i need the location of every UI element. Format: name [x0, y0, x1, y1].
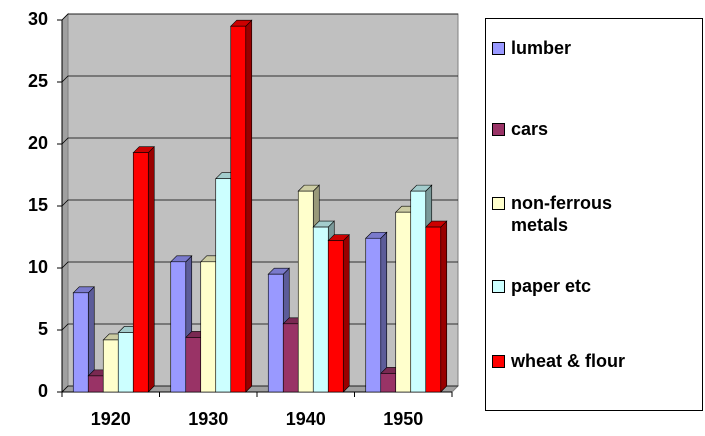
bar-front	[395, 211, 412, 393]
grid-line	[61, 13, 458, 21]
legend-item: cars	[492, 118, 702, 140]
y-tick-label: 20	[28, 133, 48, 153]
bar-front	[230, 25, 247, 393]
legend-item: wheat & flour	[492, 350, 702, 372]
bar-side	[440, 220, 448, 393]
grid-line	[61, 137, 458, 145]
bar	[132, 145, 155, 393]
legend-item: paper etc	[492, 275, 702, 297]
legend-label: cars	[511, 119, 549, 139]
bar-front	[380, 373, 397, 393]
x-tick-label: 1930	[188, 409, 228, 429]
legend-item: lumber	[492, 37, 702, 59]
y-tick-label: 25	[28, 71, 48, 91]
x-tick-label: 1940	[286, 409, 326, 429]
grid-line	[61, 199, 458, 207]
bar	[327, 233, 350, 393]
y-tick-label: 30	[28, 9, 48, 29]
bar-front	[87, 375, 104, 393]
bar-front	[297, 190, 314, 393]
bar-front	[410, 190, 427, 393]
bar-front	[72, 292, 89, 393]
y-tick-label: 15	[28, 195, 48, 215]
bar-side	[245, 19, 253, 393]
x-tick-label: 1920	[91, 409, 131, 429]
legend: lumber cars non-ferrous metals paper etc whe…	[485, 18, 703, 411]
bar-front	[102, 339, 119, 393]
bar-front	[282, 323, 299, 393]
bar-side	[342, 233, 350, 393]
legend-label: non-ferrous metals	[511, 193, 612, 235]
bar	[365, 231, 388, 393]
x-tick-label: 1950	[383, 409, 423, 429]
legend-item: non-ferrous metals	[492, 192, 702, 236]
y-tick-label: 5	[38, 319, 48, 339]
bar-front	[327, 240, 344, 393]
bar-front	[425, 226, 442, 393]
bar-front	[267, 273, 284, 393]
bar-front	[200, 261, 217, 393]
legend-swatch	[492, 280, 505, 293]
bar-front	[365, 237, 382, 393]
bar	[230, 19, 253, 393]
bar-side	[147, 145, 155, 393]
grid-line	[61, 75, 458, 83]
legend-label: wheat & flour	[511, 351, 626, 371]
legend-swatch	[492, 197, 505, 210]
bar-front	[117, 332, 134, 393]
bar-front	[185, 337, 202, 393]
y-tick-label: 0	[38, 381, 48, 401]
legend-swatch	[492, 42, 505, 55]
bar-front	[312, 226, 329, 393]
bar-front	[215, 178, 232, 393]
y-tick-label: 10	[28, 257, 48, 277]
legend-label: lumber	[511, 38, 572, 58]
legend-swatch	[492, 123, 505, 136]
bar-front	[170, 261, 187, 393]
bar	[425, 220, 448, 393]
legend-swatch	[492, 355, 505, 368]
legend-label: paper etc	[511, 276, 592, 296]
bar-front	[132, 152, 149, 393]
